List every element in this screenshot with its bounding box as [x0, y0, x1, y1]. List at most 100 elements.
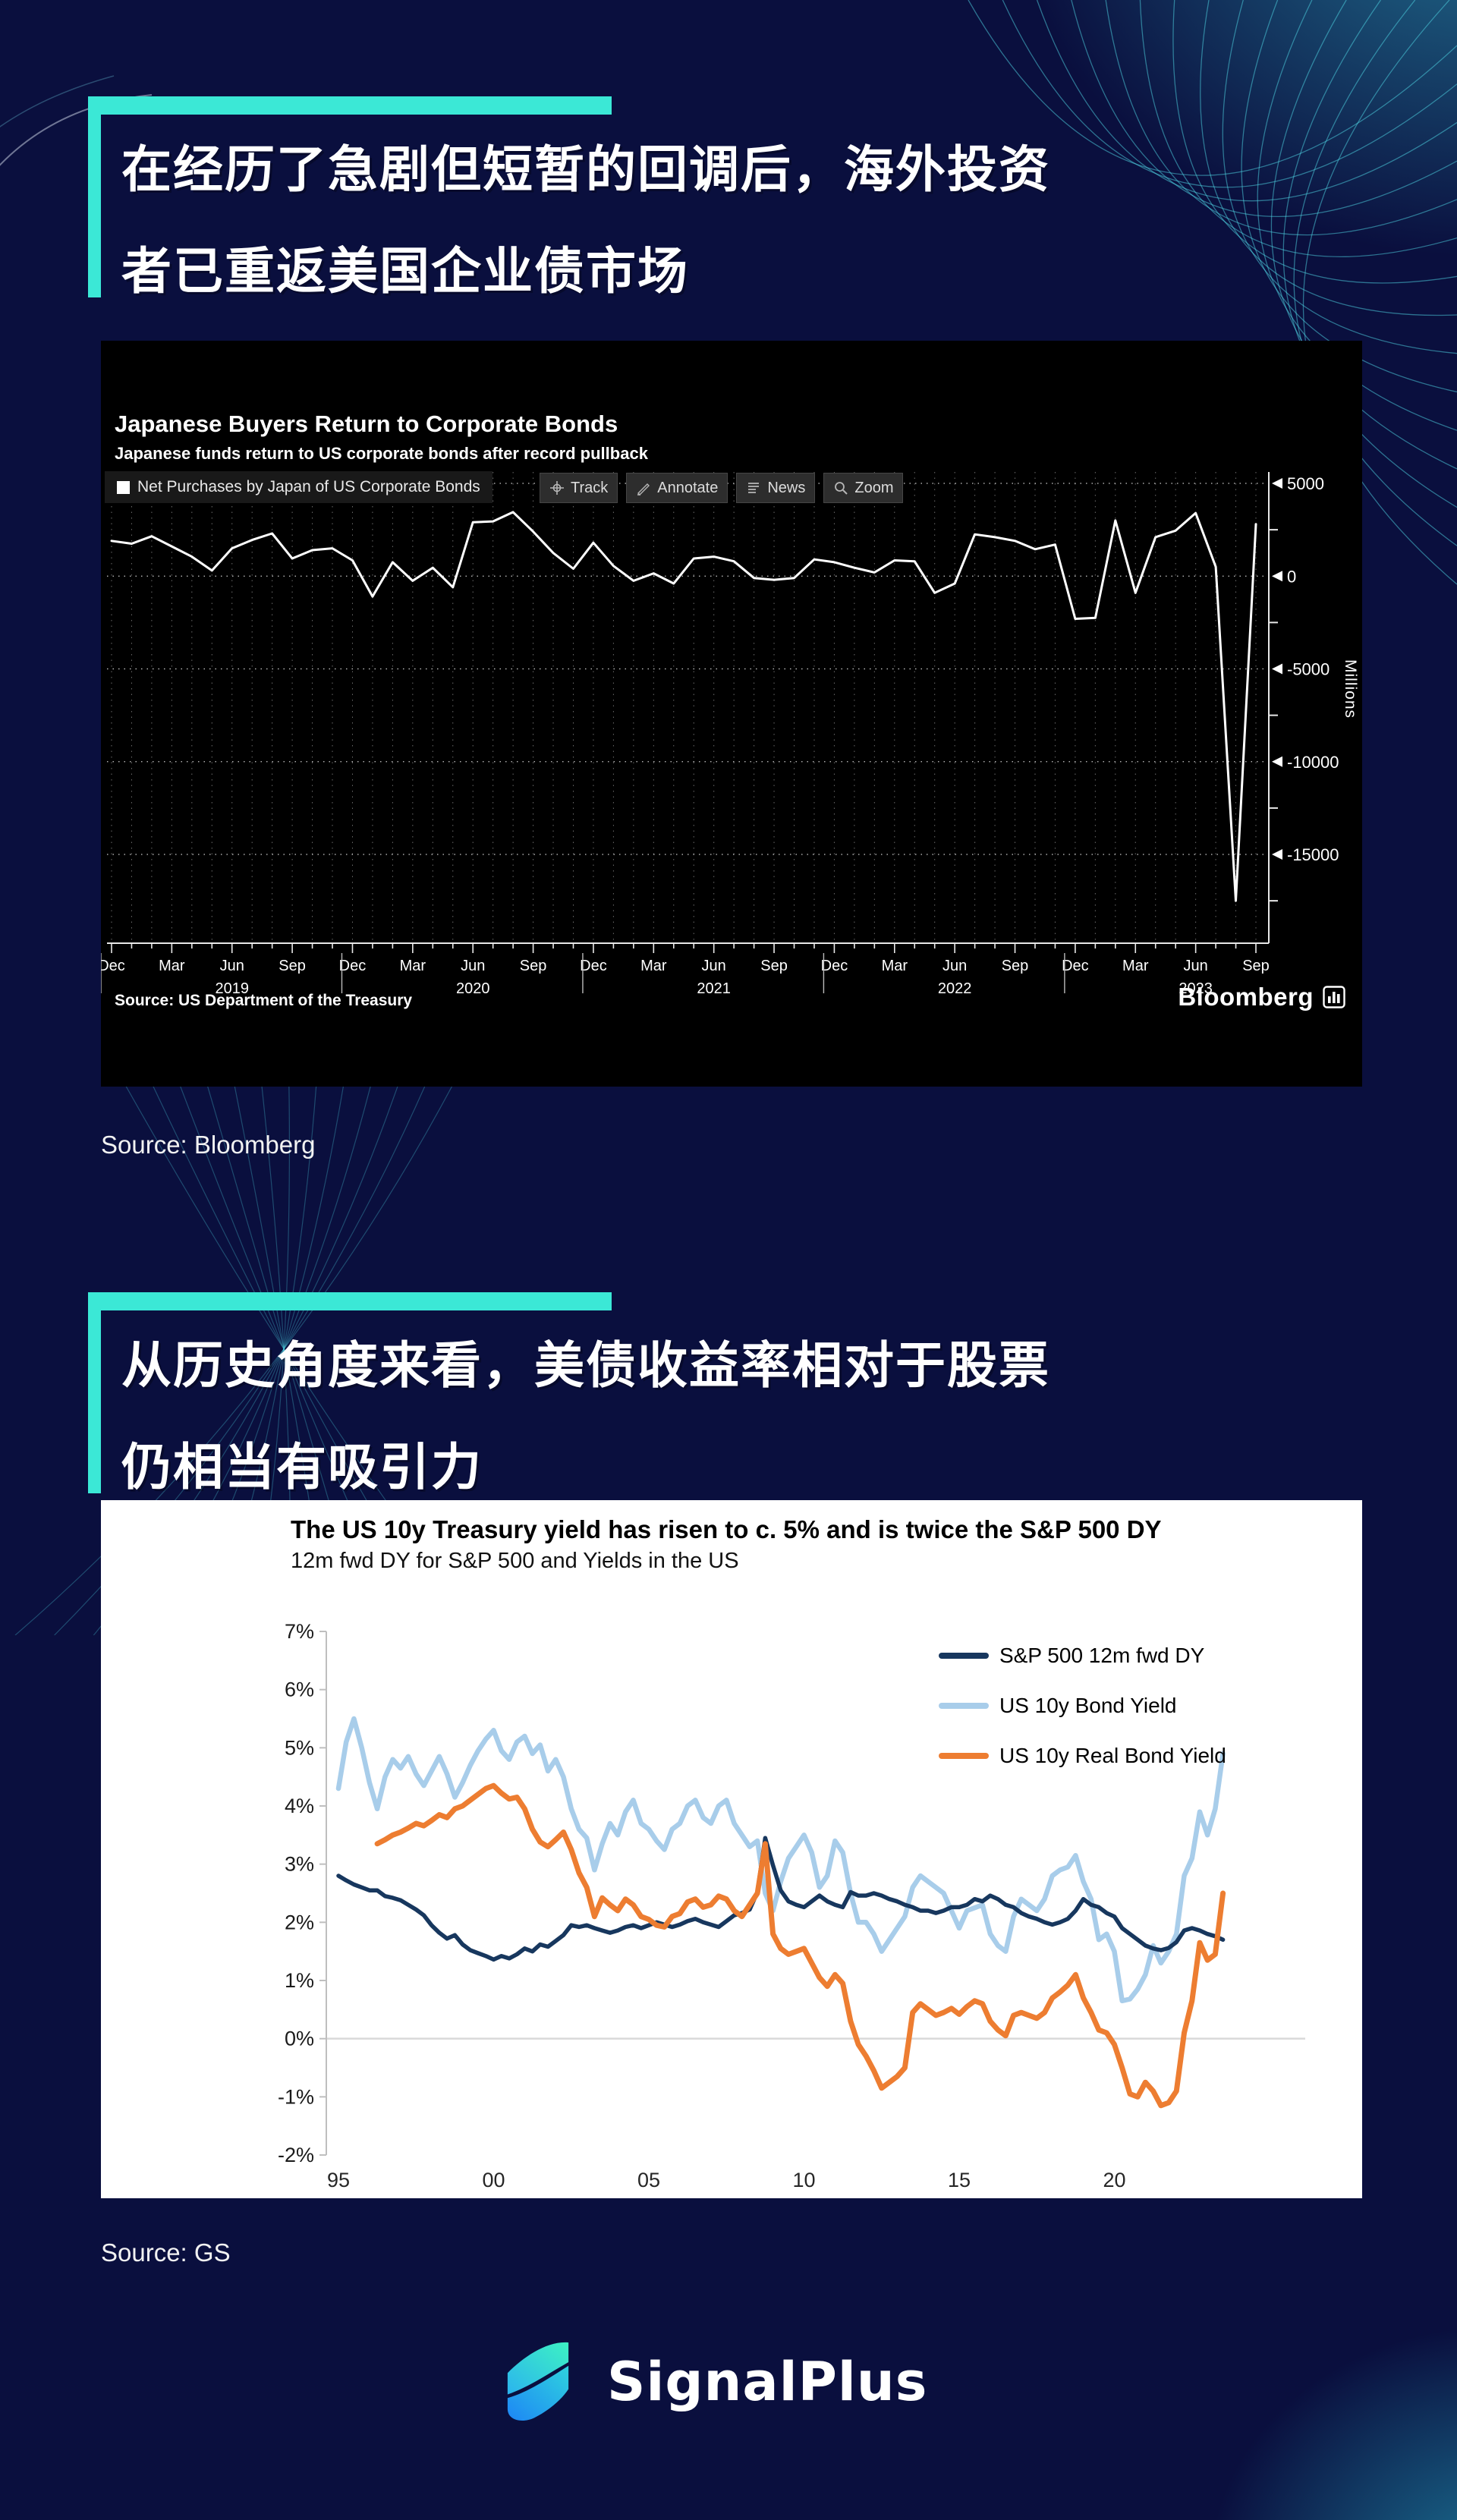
legend-series-name: US 10y Real Bond Yield: [999, 1744, 1226, 1767]
headline-1-line-1: 在经历了急剧但短暂的回调后，海外投资: [121, 140, 1050, 199]
legend-line-sample: [939, 1653, 989, 1659]
gs-legend-item: S&P 500 12m fwd DY: [939, 1631, 1226, 1681]
svg-text:-1%: -1%: [278, 2085, 314, 2108]
pencil-icon: [637, 483, 650, 496]
legend-series-name: S&P 500 12m fwd DY: [999, 1644, 1205, 1667]
annotate-button-label: Annotate: [657, 479, 719, 496]
gs-legend-item: US 10y Bond Yield: [939, 1681, 1226, 1731]
svg-text:Dec: Dec: [580, 958, 607, 974]
svg-text:Sep: Sep: [1242, 958, 1270, 974]
svg-text:Dec: Dec: [1062, 958, 1089, 974]
gs-chart-subtitle: 12m fwd DY for S&P 500 and Yields in the…: [291, 1549, 739, 1573]
headline-1-line-2: 者已重返美国企业债市场: [121, 242, 689, 300]
svg-text:7%: 7%: [285, 1620, 314, 1643]
svg-text:Sep: Sep: [520, 958, 547, 974]
zoom-button-label: Zoom: [854, 479, 894, 496]
crosshair-icon: [550, 481, 564, 495]
legend-line-sample: [939, 1753, 989, 1759]
svg-text:Jun: Jun: [461, 958, 485, 974]
signalplus-wordmark: SignalPlus: [607, 2351, 928, 2413]
svg-text:-2%: -2%: [278, 2144, 314, 2166]
gs-chart-title: The US 10y Treasury yield has risen to c…: [291, 1515, 1162, 1543]
source-bloomberg-caption: Source: Bloomberg: [101, 1131, 316, 1159]
headline-1-accent-bar-top: [88, 96, 612, 115]
svg-text:Sep: Sep: [760, 958, 788, 974]
svg-text:2%: 2%: [285, 1911, 314, 1933]
news-button[interactable]: News: [736, 473, 816, 503]
bloomberg-chart-title: Japanese Buyers Return to Corporate Bond…: [115, 411, 618, 437]
headline-2: 从历史角度来看，美债收益率相对于股票 仍相当有吸引力: [88, 1292, 1378, 1520]
svg-text:5000: 5000: [1287, 474, 1324, 493]
svg-text:3%: 3%: [285, 1853, 314, 1876]
svg-text:0%: 0%: [285, 2028, 314, 2050]
track-button-label: Track: [571, 479, 609, 496]
svg-text:Dec: Dec: [821, 958, 848, 974]
legend-line-sample: [939, 1703, 989, 1709]
zoom-button[interactable]: Zoom: [823, 473, 904, 503]
bloomberg-source-note: Source: US Department of the Treasury: [115, 992, 413, 1009]
bloomberg-chart-subtitle: Japanese funds return to US corporate bo…: [115, 444, 648, 463]
svg-text:15: 15: [948, 2169, 971, 2191]
bloomberg-plot-area[interactable]: 5000 0 -5000 -10000 -15000 Millions Dec Mar Jun S…: [101, 341, 1362, 1087]
svg-text:Sep: Sep: [1002, 958, 1029, 974]
bloomberg-legend: Net Purchases by Japan of US Corporate B…: [105, 471, 492, 503]
magnifier-icon: [835, 482, 848, 495]
headline-1-accent-bar-left: [88, 96, 101, 297]
gs-chart-panel: 7% 6% 5% 4% 3% 2% 1% 0% -1% -2% 95 00 05 10 15 20 The U…: [101, 1500, 1362, 2198]
gs-plot-area: 7% 6% 5% 4% 3% 2% 1% 0% -1% -2% 95 00 05 10 15 20: [278, 1620, 1305, 2191]
bloomberg-toolbar: Track Annotate News Zoom: [540, 473, 904, 503]
svg-text:-15000: -15000: [1287, 845, 1339, 864]
svg-text:Millions: Millions: [1342, 659, 1359, 719]
svg-text:Dec: Dec: [101, 958, 125, 974]
svg-text:Mar: Mar: [1122, 958, 1149, 974]
news-button-label: News: [767, 479, 806, 496]
gs-chart-legend: S&P 500 12m fwd DY US 10y Bond Yield US 10…: [939, 1631, 1226, 1781]
signalplus-wave-icon: [507, 2342, 569, 2421]
bloomberg-chart-panel: 5000 0 -5000 -10000 -15000 Millions Dec Mar Jun S…: [101, 341, 1362, 1087]
svg-text:Mar: Mar: [400, 958, 426, 974]
svg-text:Mar: Mar: [159, 958, 185, 974]
legend-swatch-white-square: [117, 480, 130, 494]
signalplus-logo: SignalPlus: [493, 2337, 927, 2427]
svg-text:00: 00: [482, 2169, 505, 2191]
source-gs-caption: Source: GS: [101, 2238, 231, 2267]
svg-text:05: 05: [637, 2169, 660, 2191]
svg-text:0: 0: [1287, 567, 1296, 586]
svg-text:Mar: Mar: [882, 958, 908, 974]
svg-text:95: 95: [327, 2169, 350, 2191]
svg-text:1%: 1%: [285, 1969, 314, 1992]
svg-text:Dec: Dec: [339, 958, 367, 974]
bloomberg-logo: Bloomberg: [1178, 983, 1345, 1011]
svg-text:10: 10: [792, 2169, 815, 2191]
svg-text:20: 20: [1103, 2169, 1125, 2191]
svg-text:-10000: -10000: [1287, 753, 1339, 772]
svg-text:5%: 5%: [285, 1736, 314, 1759]
headline-1: 在经历了急剧但短暂的回调后，海外投资 者已重返美国企业债市场: [88, 96, 1378, 324]
svg-text:Sep: Sep: [278, 958, 306, 974]
svg-text:4%: 4%: [285, 1795, 314, 1817]
svg-text:Jun: Jun: [220, 958, 244, 974]
svg-text:Mar: Mar: [640, 958, 667, 974]
svg-text:2020: 2020: [456, 980, 490, 997]
annotate-button[interactable]: Annotate: [626, 473, 728, 503]
track-button[interactable]: Track: [540, 473, 618, 503]
svg-text:Jun: Jun: [942, 958, 967, 974]
headline-2-accent-bar-left: [88, 1292, 101, 1493]
bloomberg-wordmark: Bloomberg: [1178, 983, 1314, 1011]
headline-2-accent-bar-top: [88, 1292, 612, 1310]
svg-text:Jun: Jun: [702, 958, 726, 974]
news-list-icon: [748, 483, 760, 493]
svg-text:2021: 2021: [697, 980, 731, 997]
svg-text:2022: 2022: [938, 980, 972, 997]
svg-text:2019: 2019: [215, 980, 249, 997]
bloomberg-legend-label: Net Purchases by Japan of US Corporate B…: [137, 478, 480, 496]
svg-text:2023: 2023: [1179, 980, 1213, 997]
bloomberg-chart-glyph-icon: [1323, 986, 1345, 1008]
svg-text:6%: 6%: [285, 1678, 314, 1701]
headline-2-line-1: 从历史角度来看，美债收益率相对于股票: [121, 1336, 1050, 1395]
legend-series-name: US 10y Bond Yield: [999, 1694, 1177, 1717]
gs-legend-item: US 10y Real Bond Yield: [939, 1731, 1226, 1781]
svg-text:-5000: -5000: [1287, 660, 1330, 679]
headline-2-line-2: 仍相当有吸引力: [121, 1438, 483, 1496]
svg-text:Jun: Jun: [1184, 958, 1208, 974]
